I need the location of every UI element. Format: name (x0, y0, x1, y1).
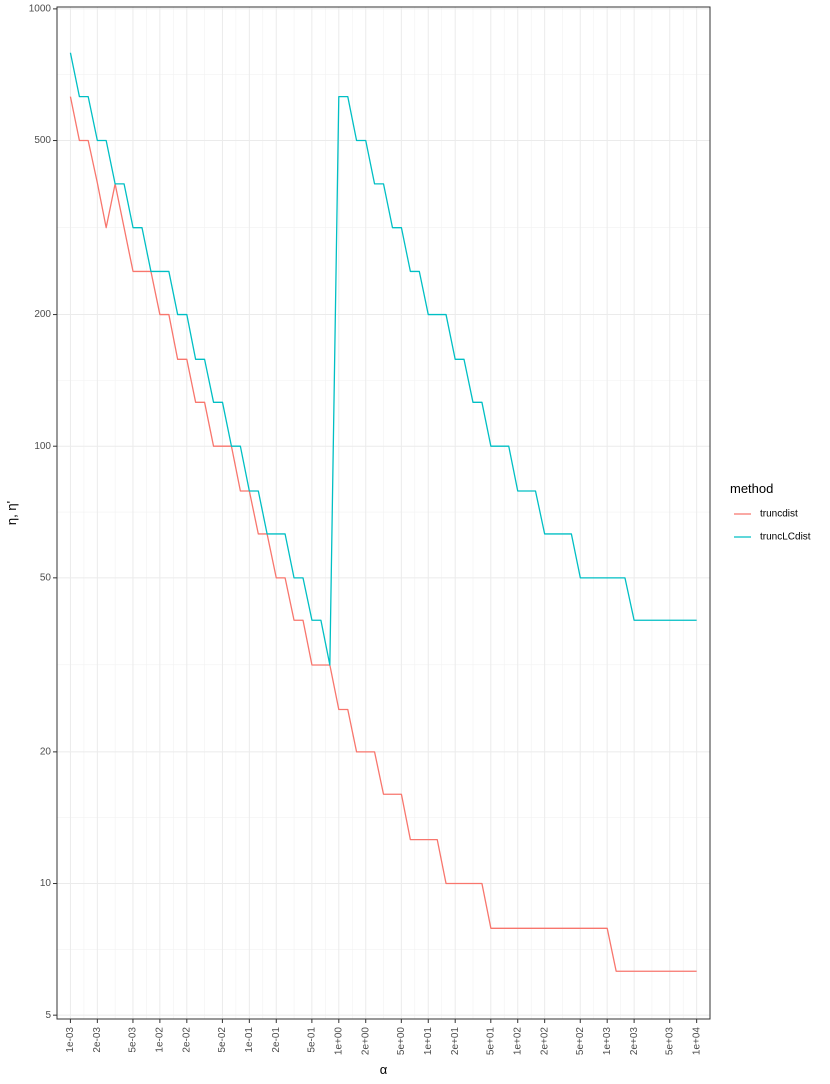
series-layer (69, 52, 697, 972)
legend-label-truncdist: truncdist (760, 509, 798, 520)
y-tick-label: 1000 (29, 4, 52, 15)
series-line-truncdist (69, 96, 697, 972)
x-tick-label: 1e+00 (333, 1027, 344, 1056)
legend: method truncdist truncLCdist (730, 481, 811, 543)
y-tick-label: 50 (40, 572, 52, 583)
y-tick-label: 500 (34, 135, 51, 146)
x-tick-label: 1e+02 (512, 1027, 523, 1056)
y-tick-label: 20 (40, 747, 52, 758)
legend-label-truncLCdist: truncLCdist (760, 532, 811, 543)
x-tick-label: 1e+04 (691, 1027, 702, 1056)
series-line-truncLCdist (69, 52, 697, 666)
minor-grid (57, 7, 710, 1019)
x-tick-label: 2e+01 (450, 1027, 461, 1056)
x-tick-label: 1e+01 (423, 1027, 434, 1056)
panel-border (56, 6, 711, 1020)
x-tick-label: 5e+01 (485, 1027, 496, 1056)
x-tick-label: 2e-01 (271, 1027, 282, 1053)
y-axis-title: η, η' (4, 501, 19, 525)
x-tick-label: 2e+02 (539, 1027, 550, 1056)
x-tick-label: 2e+03 (629, 1027, 640, 1056)
x-tick-label: 1e-01 (244, 1027, 255, 1053)
x-tick-label: 5e-01 (307, 1027, 318, 1053)
major-grid (57, 7, 710, 1019)
x-tick-label: 5e-02 (217, 1027, 228, 1053)
y-tick-label: 100 (34, 441, 51, 452)
x-tick-label: 1e-03 (65, 1027, 76, 1053)
axis-ticks: 1e-03 2e-03 5e-03 1e-02 2e-02 5e-02 1e-01 2e-01… (29, 4, 703, 1056)
x-tick-label: 2e-02 (181, 1027, 192, 1053)
x-tick-label: 2e+00 (360, 1027, 371, 1056)
y-tick-label: 5 (45, 1010, 51, 1021)
x-tick-label: 5e+03 (664, 1027, 675, 1056)
x-axis-title: α (380, 1062, 388, 1077)
y-tick-label: 10 (40, 878, 52, 889)
x-tick-label: 5e+00 (396, 1027, 407, 1056)
x-tick-label: 1e+03 (602, 1027, 613, 1056)
x-tick-label: 5e+02 (575, 1027, 586, 1056)
y-tick-label: 200 (34, 309, 51, 320)
x-tick-label: 2e-03 (92, 1027, 103, 1053)
x-tick-label: 1e-02 (155, 1027, 166, 1053)
legend-title: method (730, 481, 773, 496)
x-tick-label: 5e-03 (128, 1027, 139, 1053)
